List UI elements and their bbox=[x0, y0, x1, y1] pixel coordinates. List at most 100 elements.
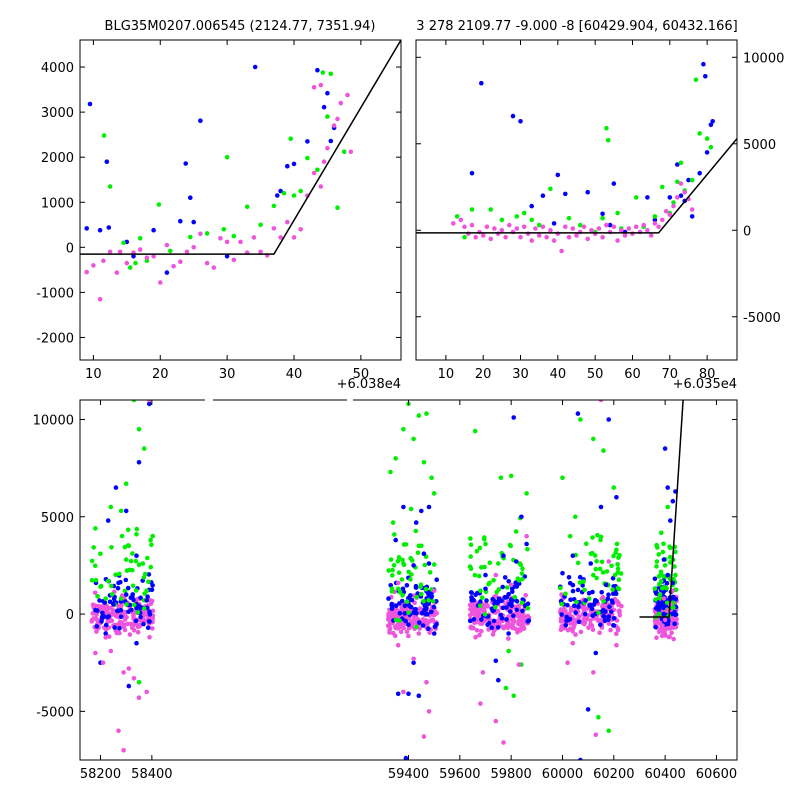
season-3-blue-point-3 bbox=[606, 417, 611, 422]
season-1-bcloud-1 bbox=[420, 623, 426, 628]
season-3-gcloud-29 bbox=[609, 563, 614, 569]
season-2-gcloud-35 bbox=[515, 576, 521, 581]
magenta-point-22 bbox=[536, 233, 542, 238]
magenta-point-13 bbox=[164, 242, 170, 248]
season-0-gcloud-22 bbox=[148, 564, 154, 570]
x-tick-label-4: 50 bbox=[353, 367, 370, 382]
green-point-31 bbox=[708, 144, 714, 150]
season-0-bcloud-37 bbox=[141, 621, 146, 627]
blue-point-5 bbox=[540, 193, 546, 198]
season-4-magenta-point-4 bbox=[670, 588, 676, 593]
season-3-bcloud-9 bbox=[576, 604, 581, 610]
blue-point-27 bbox=[678, 193, 684, 198]
green-point-25 bbox=[678, 160, 684, 166]
season-0-cloud-155 bbox=[124, 614, 129, 620]
season-3-gcloud-38 bbox=[601, 599, 606, 604]
season-1-gcloud-0 bbox=[391, 562, 397, 568]
season-1-bcloud-43 bbox=[423, 607, 429, 612]
blue-point-24 bbox=[328, 138, 334, 144]
season-3-gcloud-19 bbox=[614, 541, 620, 547]
season-2-bcloud-61 bbox=[495, 625, 501, 630]
season-1-blue-point-4 bbox=[403, 755, 409, 760]
season-3-bcloud-59 bbox=[607, 604, 612, 609]
green-point-9 bbox=[548, 186, 553, 192]
season-2-bcloud-17 bbox=[500, 584, 506, 590]
season-0-bcloud-19 bbox=[99, 619, 104, 624]
magenta-point-36 bbox=[589, 228, 594, 233]
y-tick-label-0: -2000 bbox=[36, 331, 74, 346]
season-3-gcloud-33 bbox=[593, 566, 599, 572]
magenta-point-44 bbox=[311, 85, 317, 90]
season-3-gcloud-6 bbox=[563, 591, 568, 597]
season-2-bcloud-42 bbox=[469, 597, 475, 603]
season-2-cloud-10 bbox=[506, 636, 511, 641]
season-0-green-point-12 bbox=[98, 584, 103, 590]
x-tick-label-7: 80 bbox=[699, 367, 716, 382]
y-tick-label-4: 2000 bbox=[41, 151, 74, 166]
season-4-gcloud-39 bbox=[667, 554, 673, 560]
season-1-gcloud-6 bbox=[404, 599, 410, 604]
season-0-cloud-108 bbox=[135, 630, 141, 635]
season-2-cloud-161 bbox=[479, 628, 484, 634]
x-tick-label-2: 30 bbox=[219, 367, 236, 382]
x-tick-label-0: 58200 bbox=[80, 767, 121, 782]
season-0-bcloud-68 bbox=[147, 619, 152, 624]
blue-point-14 bbox=[645, 195, 650, 200]
blue-point-14 bbox=[224, 253, 230, 259]
season-0-blue-point-10 bbox=[147, 401, 152, 407]
season-3-bcloud-48 bbox=[610, 600, 615, 605]
season-2-gcloud-39 bbox=[520, 566, 525, 571]
magenta-point-40 bbox=[335, 116, 340, 122]
x-tick-label-3: 40 bbox=[286, 367, 303, 382]
axes-frame bbox=[415, 39, 738, 361]
season-2-green-point-3 bbox=[503, 685, 509, 691]
season-0-bcloud-66 bbox=[138, 595, 143, 601]
green-point-1 bbox=[462, 234, 467, 240]
season-3-gcloud-12 bbox=[584, 541, 589, 547]
green-point-21 bbox=[305, 155, 310, 161]
season-3-magenta-point-4 bbox=[614, 642, 619, 648]
season-2-gcloud-41 bbox=[472, 572, 478, 578]
season-2-blue-point-4 bbox=[483, 572, 488, 578]
x-tick-label-1: 20 bbox=[152, 367, 169, 382]
magenta-point-30 bbox=[566, 234, 572, 240]
season-4-green-point-5 bbox=[657, 592, 663, 597]
season-3-cloud-111 bbox=[582, 615, 587, 621]
season-1-bcloud-28 bbox=[431, 604, 437, 610]
magenta-point-17 bbox=[191, 245, 196, 250]
season-1-gcloud-13 bbox=[397, 590, 403, 595]
season-3-bcloud-0 bbox=[580, 583, 585, 588]
blue-point-9 bbox=[178, 218, 183, 224]
season-2-blue-point-7 bbox=[493, 658, 499, 664]
season-1-bcloud-61 bbox=[419, 610, 425, 616]
season-3-bcloud-64 bbox=[567, 616, 573, 622]
season-2-green-point-8 bbox=[496, 561, 501, 566]
season-2-bcloud-51 bbox=[502, 575, 508, 580]
x-tick-label-1: 58400 bbox=[131, 767, 172, 782]
season-0-bcloud-26 bbox=[147, 612, 153, 617]
green-point-6 bbox=[521, 210, 527, 216]
green-point-4 bbox=[499, 217, 505, 223]
season-0-gcloud-15 bbox=[130, 551, 135, 556]
magenta-point-38 bbox=[596, 226, 602, 231]
season-1-cloud-4 bbox=[406, 633, 411, 639]
season-1-bcloud-69 bbox=[422, 603, 428, 609]
season-0-magenta-point-7 bbox=[108, 648, 114, 654]
season-3-bcloud-15 bbox=[598, 622, 603, 628]
season-1-green-point-14 bbox=[401, 561, 406, 566]
season-3-cloud-139 bbox=[589, 623, 595, 628]
season-2-blue-point-9 bbox=[483, 586, 488, 592]
season-1-green-point-0 bbox=[388, 469, 393, 475]
season-3-bcloud-31 bbox=[589, 606, 595, 612]
y-tick-label-5: 3000 bbox=[41, 106, 74, 121]
season-1-gcloud-10 bbox=[400, 557, 405, 563]
y-tick-label-2: 5000 bbox=[743, 138, 776, 153]
season-1-bcloud-22 bbox=[386, 596, 391, 601]
season-0-bcloud-45 bbox=[97, 598, 102, 603]
blue-point-1 bbox=[479, 80, 484, 86]
season-0-magenta-point-6 bbox=[121, 670, 126, 675]
season-2-cloud-135 bbox=[495, 618, 501, 624]
season-3-bcloud-37 bbox=[572, 603, 577, 608]
green-point-10 bbox=[566, 215, 572, 221]
green-point-28 bbox=[693, 77, 699, 83]
